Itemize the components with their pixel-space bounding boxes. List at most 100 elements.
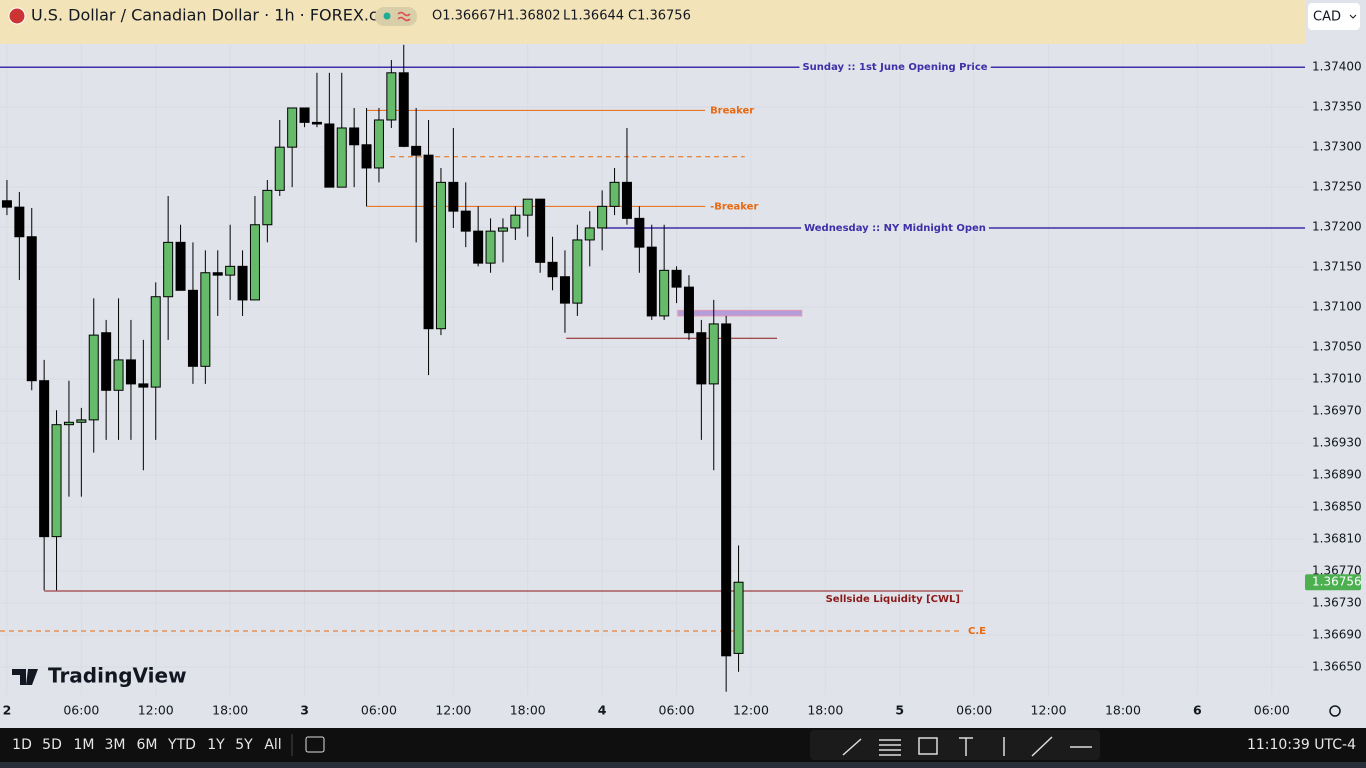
candle-body [311,121,322,125]
candle-body [101,332,112,391]
period-button[interactable]: 3M [105,737,126,753]
candle-body [448,181,459,212]
y-tick-label: 1.37100 [1312,300,1362,314]
candle-body [597,205,608,229]
rectangle-tool[interactable] [918,737,938,755]
candle-body [386,72,397,121]
candle-body [138,383,149,388]
candle-body [225,265,236,276]
status-dot [383,12,391,20]
y-tick-label: 1.36930 [1312,436,1362,450]
x-tick-label: 18:00 [1105,703,1141,718]
currency-button[interactable] [1308,3,1360,30]
date-range-icon[interactable] [305,736,325,753]
period-button[interactable]: YTD [167,737,196,753]
y-tick-label: 1.36890 [1312,468,1362,482]
currency-caret [1349,14,1357,19]
y-tick-label: 1.37010 [1312,372,1362,386]
last-price-marker [1305,574,1361,591]
candle-body [373,119,384,169]
candle-body [646,246,657,317]
drawing-toolbar [810,730,1100,760]
x-tick-label: 06:00 [1254,703,1290,718]
level-label: -Breaker [710,201,758,212]
candle-body [212,272,223,276]
y-tick-label: 1.37150 [1312,260,1362,274]
period-button[interactable]: 6M [137,737,158,753]
label-background [801,222,989,234]
candle-body [262,189,273,226]
period-button[interactable]: All [264,737,281,753]
candle-body [163,241,174,298]
y-tick-label: 1.37050 [1312,340,1362,354]
level-label: Wednesday :: NY Midnight Open [804,223,986,234]
x-tick-label: 5 [895,703,904,718]
y-tick-label: 1.36810 [1312,532,1362,546]
candle-body [187,289,198,367]
candle-body [621,181,632,219]
candle-body [708,323,719,385]
status-pill [375,7,417,26]
symbol-title: U.S. Dollar / Canadian Dollar · 1h · FOR… [31,6,403,25]
period-button[interactable]: 5D [42,737,62,753]
candle-body [584,227,595,241]
level-label: Sunday :: 1st June Opening Price [802,62,987,73]
period-button[interactable]: 1M [74,737,95,753]
fib-tool[interactable] [879,739,901,756]
candle-body [721,323,732,657]
bottom-strip [0,762,1366,768]
plot-area: Sunday :: 1st June Opening PriceBreaker-… [0,44,1305,695]
trendline-tool[interactable] [842,738,862,756]
currency-label[interactable]: CAD [1313,10,1341,25]
period-button[interactable]: 1Y [207,737,225,753]
ohlc-low: L1.36644 [563,9,624,24]
candle-body [249,224,260,301]
period-button[interactable]: 1D [12,737,32,753]
candle-body [522,198,533,216]
level-label: Breaker [710,105,754,116]
y-tick-label: 1.36970 [1312,404,1362,418]
clock: 11:10:39 UTC-4 [1247,737,1356,753]
candle-body [324,123,335,188]
x-tick-label: 18:00 [510,703,546,718]
candle-body [39,380,50,538]
x-tick-label: 3 [300,703,309,718]
ray-tool[interactable] [1031,736,1053,757]
candle-body [76,419,87,423]
candle-body [88,334,99,421]
candle-body [113,359,124,391]
y-tick-label: 1.36770 [1312,564,1362,578]
candle-body [733,581,744,654]
x-tick-label: 18:00 [807,703,843,718]
candle-body [200,272,211,367]
header-bar [0,0,1305,44]
ohlc-close: C1.36756 [628,9,691,24]
x-tick-label: 12:00 [138,703,174,718]
y-tick-label: 1.36730 [1312,596,1362,610]
y-tick-label: 1.36850 [1312,500,1362,514]
period-button[interactable]: 5Y [235,737,253,753]
level-label: Sellside Liquidity [CWL] [826,594,960,605]
text-tool[interactable] [959,737,973,756]
candle-body [497,227,508,232]
candle-body [671,269,682,288]
y-tick-label: 1.37350 [1312,100,1362,114]
candle-body [435,181,446,330]
label-background [799,62,991,74]
candle-body [683,286,694,334]
candle-body [510,214,521,229]
candle-body [411,145,422,156]
level-label: C.E [968,626,986,637]
candle-body [349,127,360,146]
candle-body [14,206,25,238]
watermark: TradingView [48,664,187,688]
x-tick-label: 6 [1193,703,1202,718]
candle-body [63,421,74,426]
settings-icon[interactable] [1329,705,1341,717]
candle-body [423,154,434,330]
y-tick-label: 1.36690 [1312,628,1362,642]
candle-body [473,230,484,264]
period-buttons: 1D 5D 1M 3M 6M YTD 1Y 5Y All [12,737,282,753]
